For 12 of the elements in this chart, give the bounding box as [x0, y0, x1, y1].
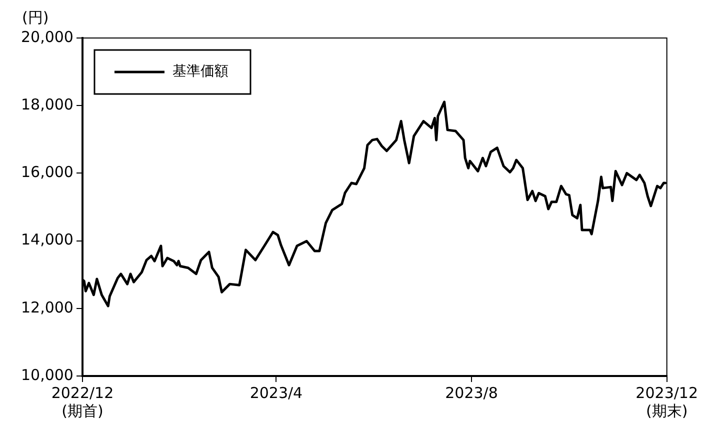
x-tick-label: 2022/12 (期首) — [51, 384, 114, 420]
y-axis-title: (円) — [22, 8, 49, 26]
y-tick-label: 14,000 — [20, 230, 74, 249]
y-tick-label: 16,000 — [20, 163, 74, 182]
y-tick-label: 10,000 — [20, 366, 74, 384]
x-tick-label: 2023/4 — [250, 384, 303, 402]
legend-label: 基準価額 — [172, 64, 228, 80]
y-tick-label: 20,000 — [20, 28, 74, 46]
y-tick-label: 12,000 — [20, 298, 74, 316]
x-tick-label: 2023/12 (期末) — [636, 384, 698, 420]
y-tick-label: 18,000 — [20, 95, 74, 114]
x-tick-label: 2023/8 — [445, 384, 498, 402]
